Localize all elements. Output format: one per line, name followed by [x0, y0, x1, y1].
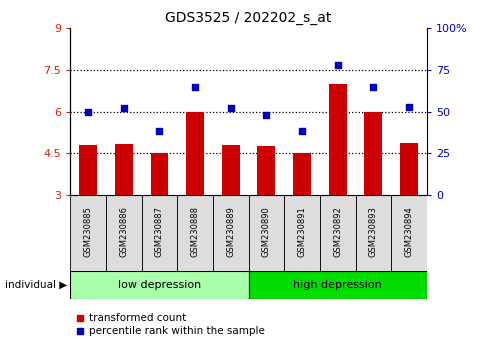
- Bar: [248, 271, 426, 299]
- Point: [155, 129, 163, 134]
- Bar: [284, 195, 319, 271]
- Text: GSM230887: GSM230887: [154, 206, 164, 257]
- Text: individual ▶: individual ▶: [5, 280, 67, 290]
- Text: GSM230890: GSM230890: [261, 206, 271, 257]
- Bar: [212, 195, 248, 271]
- Bar: [79, 145, 97, 195]
- Bar: [399, 143, 417, 195]
- Bar: [177, 195, 212, 271]
- Bar: [248, 195, 284, 271]
- Text: GSM230885: GSM230885: [83, 206, 92, 257]
- Point: [262, 112, 270, 118]
- Point: [298, 129, 305, 134]
- Text: high depression: high depression: [293, 280, 381, 290]
- Bar: [221, 145, 239, 195]
- Point: [120, 105, 127, 111]
- Point: [191, 84, 198, 89]
- Text: GSM230889: GSM230889: [226, 206, 235, 257]
- Text: GSM230894: GSM230894: [404, 206, 413, 257]
- Bar: [141, 195, 177, 271]
- Point: [333, 62, 341, 68]
- Text: GSM230891: GSM230891: [297, 206, 306, 257]
- Bar: [115, 144, 133, 195]
- Bar: [70, 195, 106, 271]
- Bar: [186, 112, 204, 195]
- Bar: [391, 195, 426, 271]
- Bar: [257, 146, 275, 195]
- Bar: [319, 195, 355, 271]
- Point: [84, 109, 92, 114]
- Text: GSM230888: GSM230888: [190, 206, 199, 257]
- Bar: [328, 84, 346, 195]
- Title: GDS3525 / 202202_s_at: GDS3525 / 202202_s_at: [165, 11, 331, 24]
- Bar: [355, 195, 390, 271]
- Text: GSM230892: GSM230892: [333, 206, 342, 257]
- Text: GSM230893: GSM230893: [368, 206, 377, 257]
- Point: [227, 105, 234, 111]
- Bar: [70, 271, 248, 299]
- Text: low depression: low depression: [118, 280, 201, 290]
- Point: [369, 84, 377, 89]
- Text: GSM230886: GSM230886: [119, 206, 128, 257]
- Bar: [106, 195, 141, 271]
- Bar: [150, 153, 168, 195]
- Legend: transformed count, percentile rank within the sample: transformed count, percentile rank withi…: [76, 313, 264, 336]
- Bar: [292, 153, 310, 195]
- Point: [404, 104, 412, 109]
- Bar: [363, 112, 381, 195]
